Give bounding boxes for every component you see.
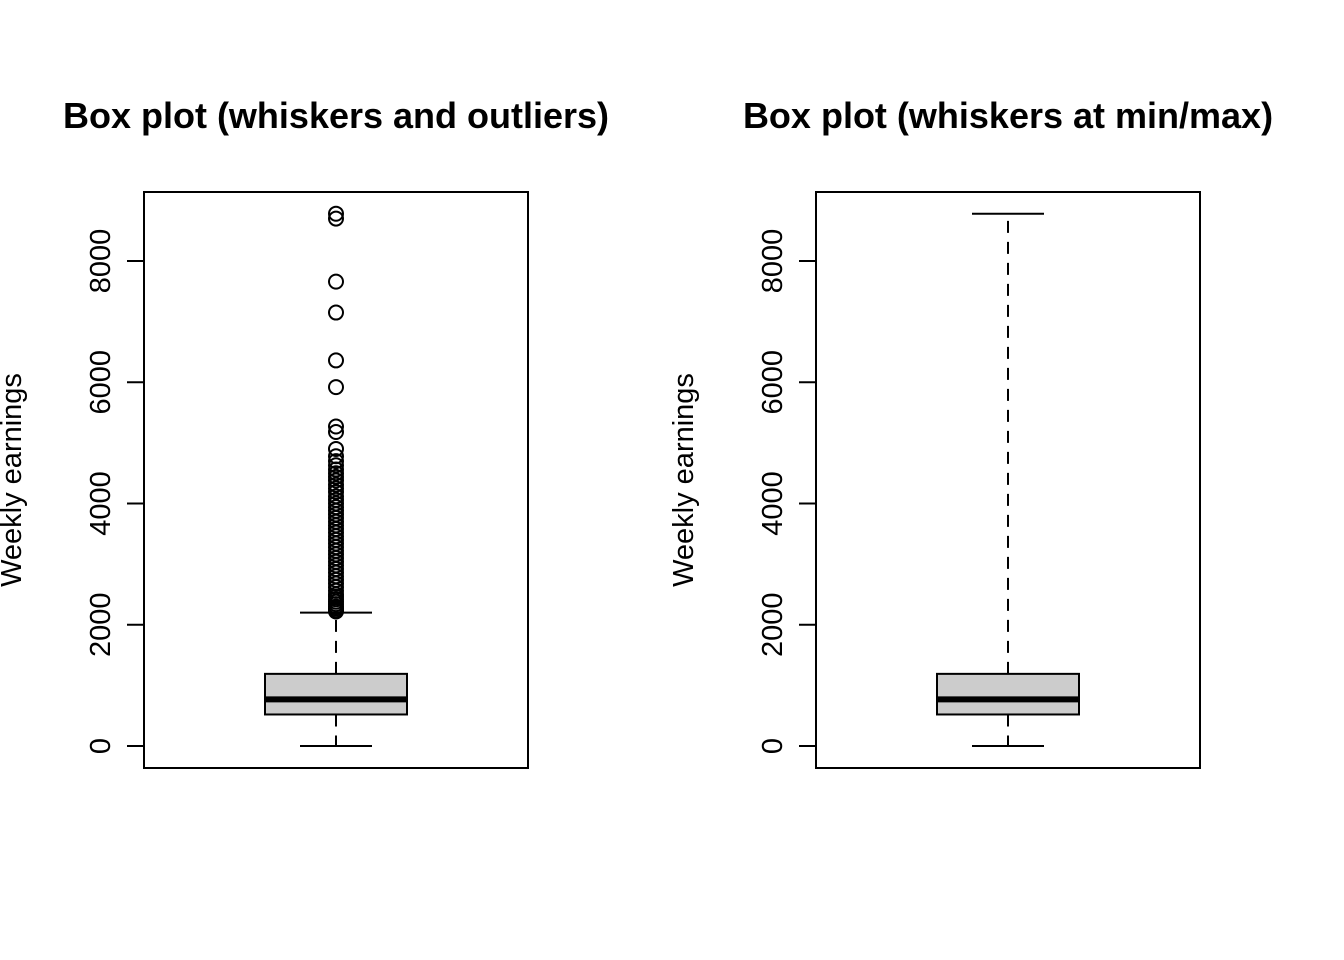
- y-axis: 0 2000 4000 6000 8000: [85, 229, 144, 754]
- plot-frame: [815, 191, 1201, 769]
- boxplot-marks: [936, 212, 1080, 747]
- y-tick-label: 6000: [85, 350, 117, 415]
- outlier-point: [328, 205, 344, 222]
- outlier-point: [328, 457, 344, 474]
- outlier-point: [328, 273, 344, 290]
- outlier-point: [328, 603, 344, 620]
- y-tick-label: 0: [85, 738, 117, 754]
- outlier-point: [328, 418, 344, 435]
- boxplot-panel-minmax: Box plot (whiskers at min/max) Weekly ea…: [668, 95, 1273, 769]
- y-axis: 0 2000 4000 6000 8000: [757, 229, 816, 754]
- y-tick-label: 2000: [85, 592, 117, 657]
- outlier-point: [328, 423, 344, 440]
- outlier-point: [328, 352, 344, 369]
- outlier-point: [328, 379, 344, 396]
- outlier-point: [328, 453, 344, 470]
- outlier-point: [328, 304, 344, 321]
- outlier-point: [328, 472, 344, 489]
- boxplot-marks: [264, 205, 408, 747]
- y-axis-label: Weekly earnings: [668, 373, 700, 587]
- y-axis-label: Weekly earnings: [0, 373, 28, 587]
- outlier-point: [328, 210, 344, 227]
- plot-frame: [143, 191, 529, 769]
- outlier-point: [328, 483, 344, 500]
- y-tick-label: 4000: [85, 471, 117, 536]
- y-tick-label: 0: [757, 738, 789, 754]
- chart-title: Box plot (whiskers and outliers): [63, 95, 609, 136]
- y-tick-label: 2000: [757, 592, 789, 657]
- chart-title: Box plot (whiskers at min/max): [743, 95, 1273, 136]
- y-tick-label: 4000: [757, 471, 789, 536]
- y-tick-label: 8000: [85, 229, 117, 294]
- y-tick-label: 8000: [757, 229, 789, 294]
- outlier-point: [328, 440, 344, 457]
- boxplot-panel-outliers: Box plot (whiskers and outliers) Weekly …: [0, 95, 609, 769]
- iqr-box: [936, 672, 1080, 716]
- iqr-box: [264, 672, 408, 716]
- y-tick-label: 6000: [757, 350, 789, 415]
